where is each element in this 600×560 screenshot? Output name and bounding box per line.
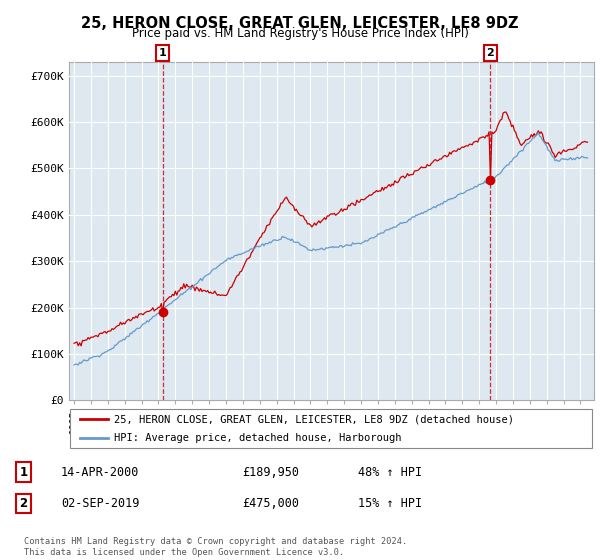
Text: 25, HERON CLOSE, GREAT GLEN, LEICESTER, LE8 9DZ: 25, HERON CLOSE, GREAT GLEN, LEICESTER, …: [81, 16, 519, 31]
Text: 15% ↑ HPI: 15% ↑ HPI: [358, 497, 422, 510]
Text: 02-SEP-2019: 02-SEP-2019: [61, 497, 139, 510]
Text: 1: 1: [19, 466, 28, 479]
Text: Contains HM Land Registry data © Crown copyright and database right 2024.
This d: Contains HM Land Registry data © Crown c…: [23, 537, 407, 557]
FancyBboxPatch shape: [70, 409, 592, 447]
Text: Price paid vs. HM Land Registry's House Price Index (HPI): Price paid vs. HM Land Registry's House …: [131, 27, 469, 40]
Text: 48% ↑ HPI: 48% ↑ HPI: [358, 466, 422, 479]
Text: 2: 2: [19, 497, 28, 510]
Text: HPI: Average price, detached house, Harborough: HPI: Average price, detached house, Harb…: [113, 433, 401, 443]
Text: £189,950: £189,950: [242, 466, 299, 479]
Text: £475,000: £475,000: [242, 497, 299, 510]
Text: 1: 1: [159, 48, 167, 58]
Text: 2: 2: [487, 48, 494, 58]
Text: 14-APR-2000: 14-APR-2000: [61, 466, 139, 479]
Text: 25, HERON CLOSE, GREAT GLEN, LEICESTER, LE8 9DZ (detached house): 25, HERON CLOSE, GREAT GLEN, LEICESTER, …: [113, 414, 514, 424]
